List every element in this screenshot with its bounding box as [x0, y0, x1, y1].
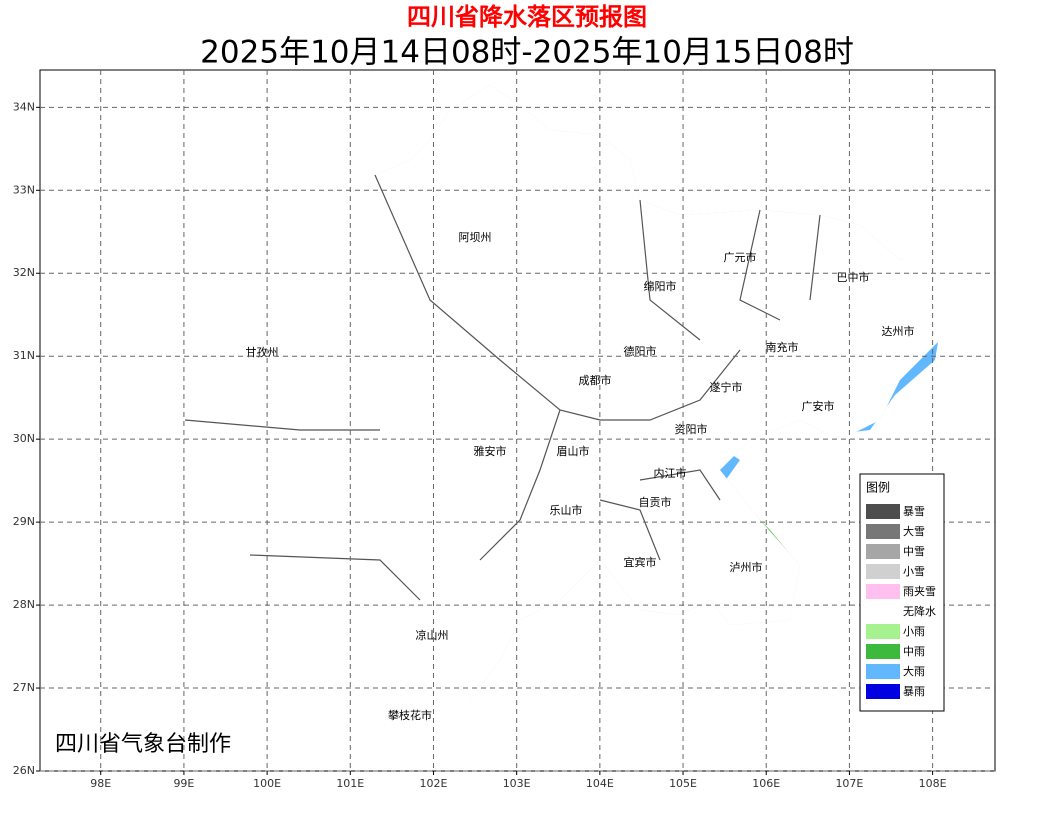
y-tick-label: 26N: [13, 764, 35, 777]
province: [47, 84, 979, 761]
legend-swatch: [866, 524, 900, 539]
legend-label: 小雨: [903, 625, 925, 638]
grid: [40, 70, 995, 772]
region-label: 绵阳市: [644, 279, 677, 293]
legend-swatch: [866, 624, 900, 639]
legend-label: 中雪: [903, 545, 925, 558]
x-tick-label: 99E: [173, 777, 194, 790]
x-tick-label: 103E: [503, 777, 531, 790]
y-tick-label: 27N: [13, 681, 35, 694]
region-label: 达州市: [882, 324, 915, 338]
x-tick-label: 106E: [752, 777, 780, 790]
credit: 四川省气象台制作: [55, 732, 231, 757]
x-tick-label: 102E: [420, 777, 448, 790]
subtitle: 2025年10月14日08时-2025年10月15日08时: [200, 35, 854, 71]
region-border: [184, 174, 821, 601]
region-label: 成都市: [579, 373, 612, 387]
x-tick-label: 104E: [586, 777, 614, 790]
x-tick-label: 98E: [90, 777, 111, 790]
y-tick-label: 30N: [13, 432, 35, 445]
region-label: 宜宾市: [624, 555, 657, 569]
region-label: 自贡市: [639, 495, 672, 509]
legend-swatch: [866, 504, 900, 519]
x-tick-label: 108E: [919, 777, 947, 790]
legend-label: 中雨: [903, 645, 925, 658]
region-labels: 阿坝州 广元市 巴中市 绵阳市 达州市 甘孜州 德阳市 南充市 成都市 遂宁市 …: [246, 230, 915, 722]
region-label: 巴中市: [837, 270, 870, 284]
region-label: 遂宁市: [710, 380, 743, 394]
legend-label: 雨夹雪: [903, 585, 936, 598]
legend-swatch: [866, 684, 900, 699]
legend-label: 暴雨: [903, 685, 925, 698]
y-tick-label: 31N: [13, 349, 35, 362]
region-label: 眉山市: [557, 444, 590, 458]
region-label: 攀枝花市: [388, 708, 432, 722]
legend-swatch: [866, 604, 900, 619]
x-tick-label: 100E: [253, 777, 281, 790]
y-tick-label: 29N: [13, 515, 35, 528]
region-label: 凉山州: [416, 628, 449, 642]
x-tick-label: 105E: [669, 777, 697, 790]
region-label: 资阳市: [675, 422, 708, 436]
region-label: 内江市: [654, 466, 687, 480]
region-label: 泸州市: [730, 560, 763, 574]
region-label: 南充市: [766, 340, 799, 354]
region-label: 广元市: [724, 250, 757, 264]
x-tick-label: 107E: [835, 777, 863, 790]
legend-swatch: [866, 664, 900, 679]
y-tick-label: 33N: [13, 183, 35, 196]
y-tick-label: 34N: [13, 100, 35, 113]
region-label: 乐山市: [550, 503, 583, 517]
legend-title: 图例: [866, 481, 890, 495]
region-label: 雅安市: [474, 444, 507, 458]
legend-label: 小雪: [903, 565, 925, 578]
y-tick-label: 32N: [13, 266, 35, 279]
legend-label: 大雪: [903, 524, 925, 538]
title: 四川省降水落区预报图: [407, 3, 647, 31]
legend-swatch: [866, 564, 900, 579]
legend-swatch: [866, 584, 900, 599]
region-label: 阿坝州: [459, 230, 492, 244]
legend-swatch: [866, 544, 900, 559]
y-tick-label: 28N: [13, 598, 35, 611]
x-tick-label: 101E: [336, 777, 364, 790]
legend-label: 无降水: [903, 604, 936, 618]
region-label: 甘孜州: [246, 345, 279, 359]
legend-label: 暴雪: [903, 505, 925, 518]
legend-label: 大雨: [903, 664, 925, 678]
region-label: 德阳市: [624, 344, 657, 358]
legend-swatch: [866, 644, 900, 659]
region-label: 广安市: [802, 399, 835, 413]
